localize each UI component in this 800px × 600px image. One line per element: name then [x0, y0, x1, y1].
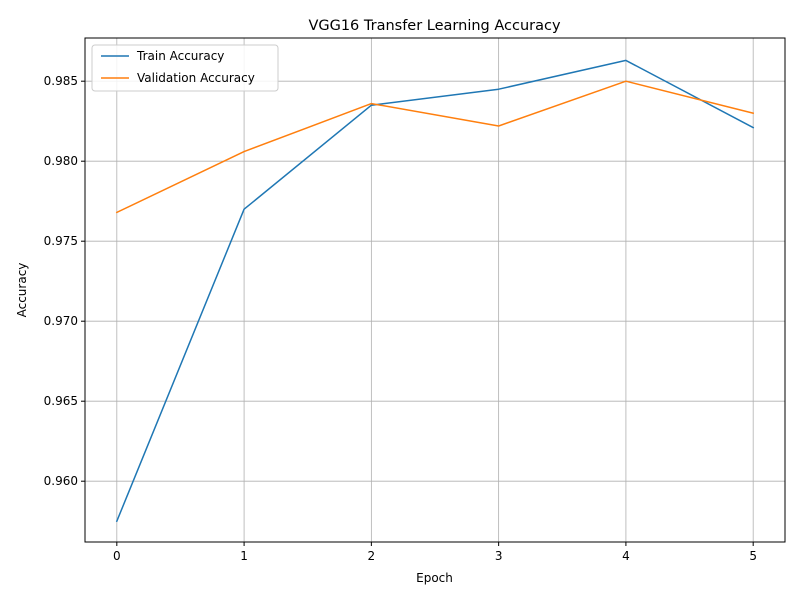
x-tick-label: 3 — [495, 549, 503, 563]
x-tick-label: 4 — [622, 549, 630, 563]
y-tick-label: 0.960 — [44, 474, 78, 488]
data-point-validation-accuracy-1 — [242, 150, 246, 154]
data-point-train-accuracy-1 — [242, 207, 246, 211]
y-tick-label: 0.985 — [44, 74, 78, 88]
chart-title: VGG16 Transfer Learning Accuracy — [308, 18, 561, 34]
data-point-validation-accuracy-4 — [624, 79, 628, 83]
data-point-validation-accuracy-2 — [369, 102, 373, 106]
x-tick-label: 0 — [113, 549, 121, 563]
data-point-train-accuracy-3 — [497, 87, 501, 91]
legend-label-train: Train Accuracy — [136, 49, 224, 63]
x-tick-label: 5 — [749, 549, 757, 563]
y-tick-label: 0.980 — [44, 154, 78, 168]
x-axis-ticks: 0 1 2 3 4 5 — [113, 542, 757, 563]
y-axis-ticks: 0.960 0.965 0.970 0.975 0.980 0.985 — [44, 74, 85, 488]
x-tick-label: 1 — [240, 549, 248, 563]
y-tick-label: 0.970 — [44, 314, 78, 328]
y-tick-label: 0.965 — [44, 394, 78, 408]
legend-box — [91, 44, 279, 92]
data-point-train-accuracy-4 — [624, 58, 628, 62]
data-point-validation-accuracy-3 — [497, 124, 501, 128]
legend-label-validation: Validation Accuracy — [137, 71, 255, 85]
x-tick-label: 2 — [368, 549, 376, 563]
data-point-validation-accuracy-0 — [115, 210, 119, 214]
y-tick-label: 0.975 — [44, 234, 78, 248]
series-lines — [115, 58, 755, 523]
series-line-train-accuracy — [115, 59, 755, 523]
y-axis-label: Accuracy — [15, 263, 29, 318]
plot-frame — [84, 37, 786, 543]
legend: Train Accuracy Validation Accuracy — [91, 44, 279, 92]
grid-lines — [85, 38, 785, 542]
series-line-validation-accuracy — [115, 80, 755, 214]
data-point-train-accuracy-5 — [751, 126, 755, 130]
data-point-train-accuracy-0 — [115, 519, 119, 523]
data-point-validation-accuracy-5 — [751, 111, 755, 115]
x-axis-label: Epoch — [416, 571, 453, 585]
